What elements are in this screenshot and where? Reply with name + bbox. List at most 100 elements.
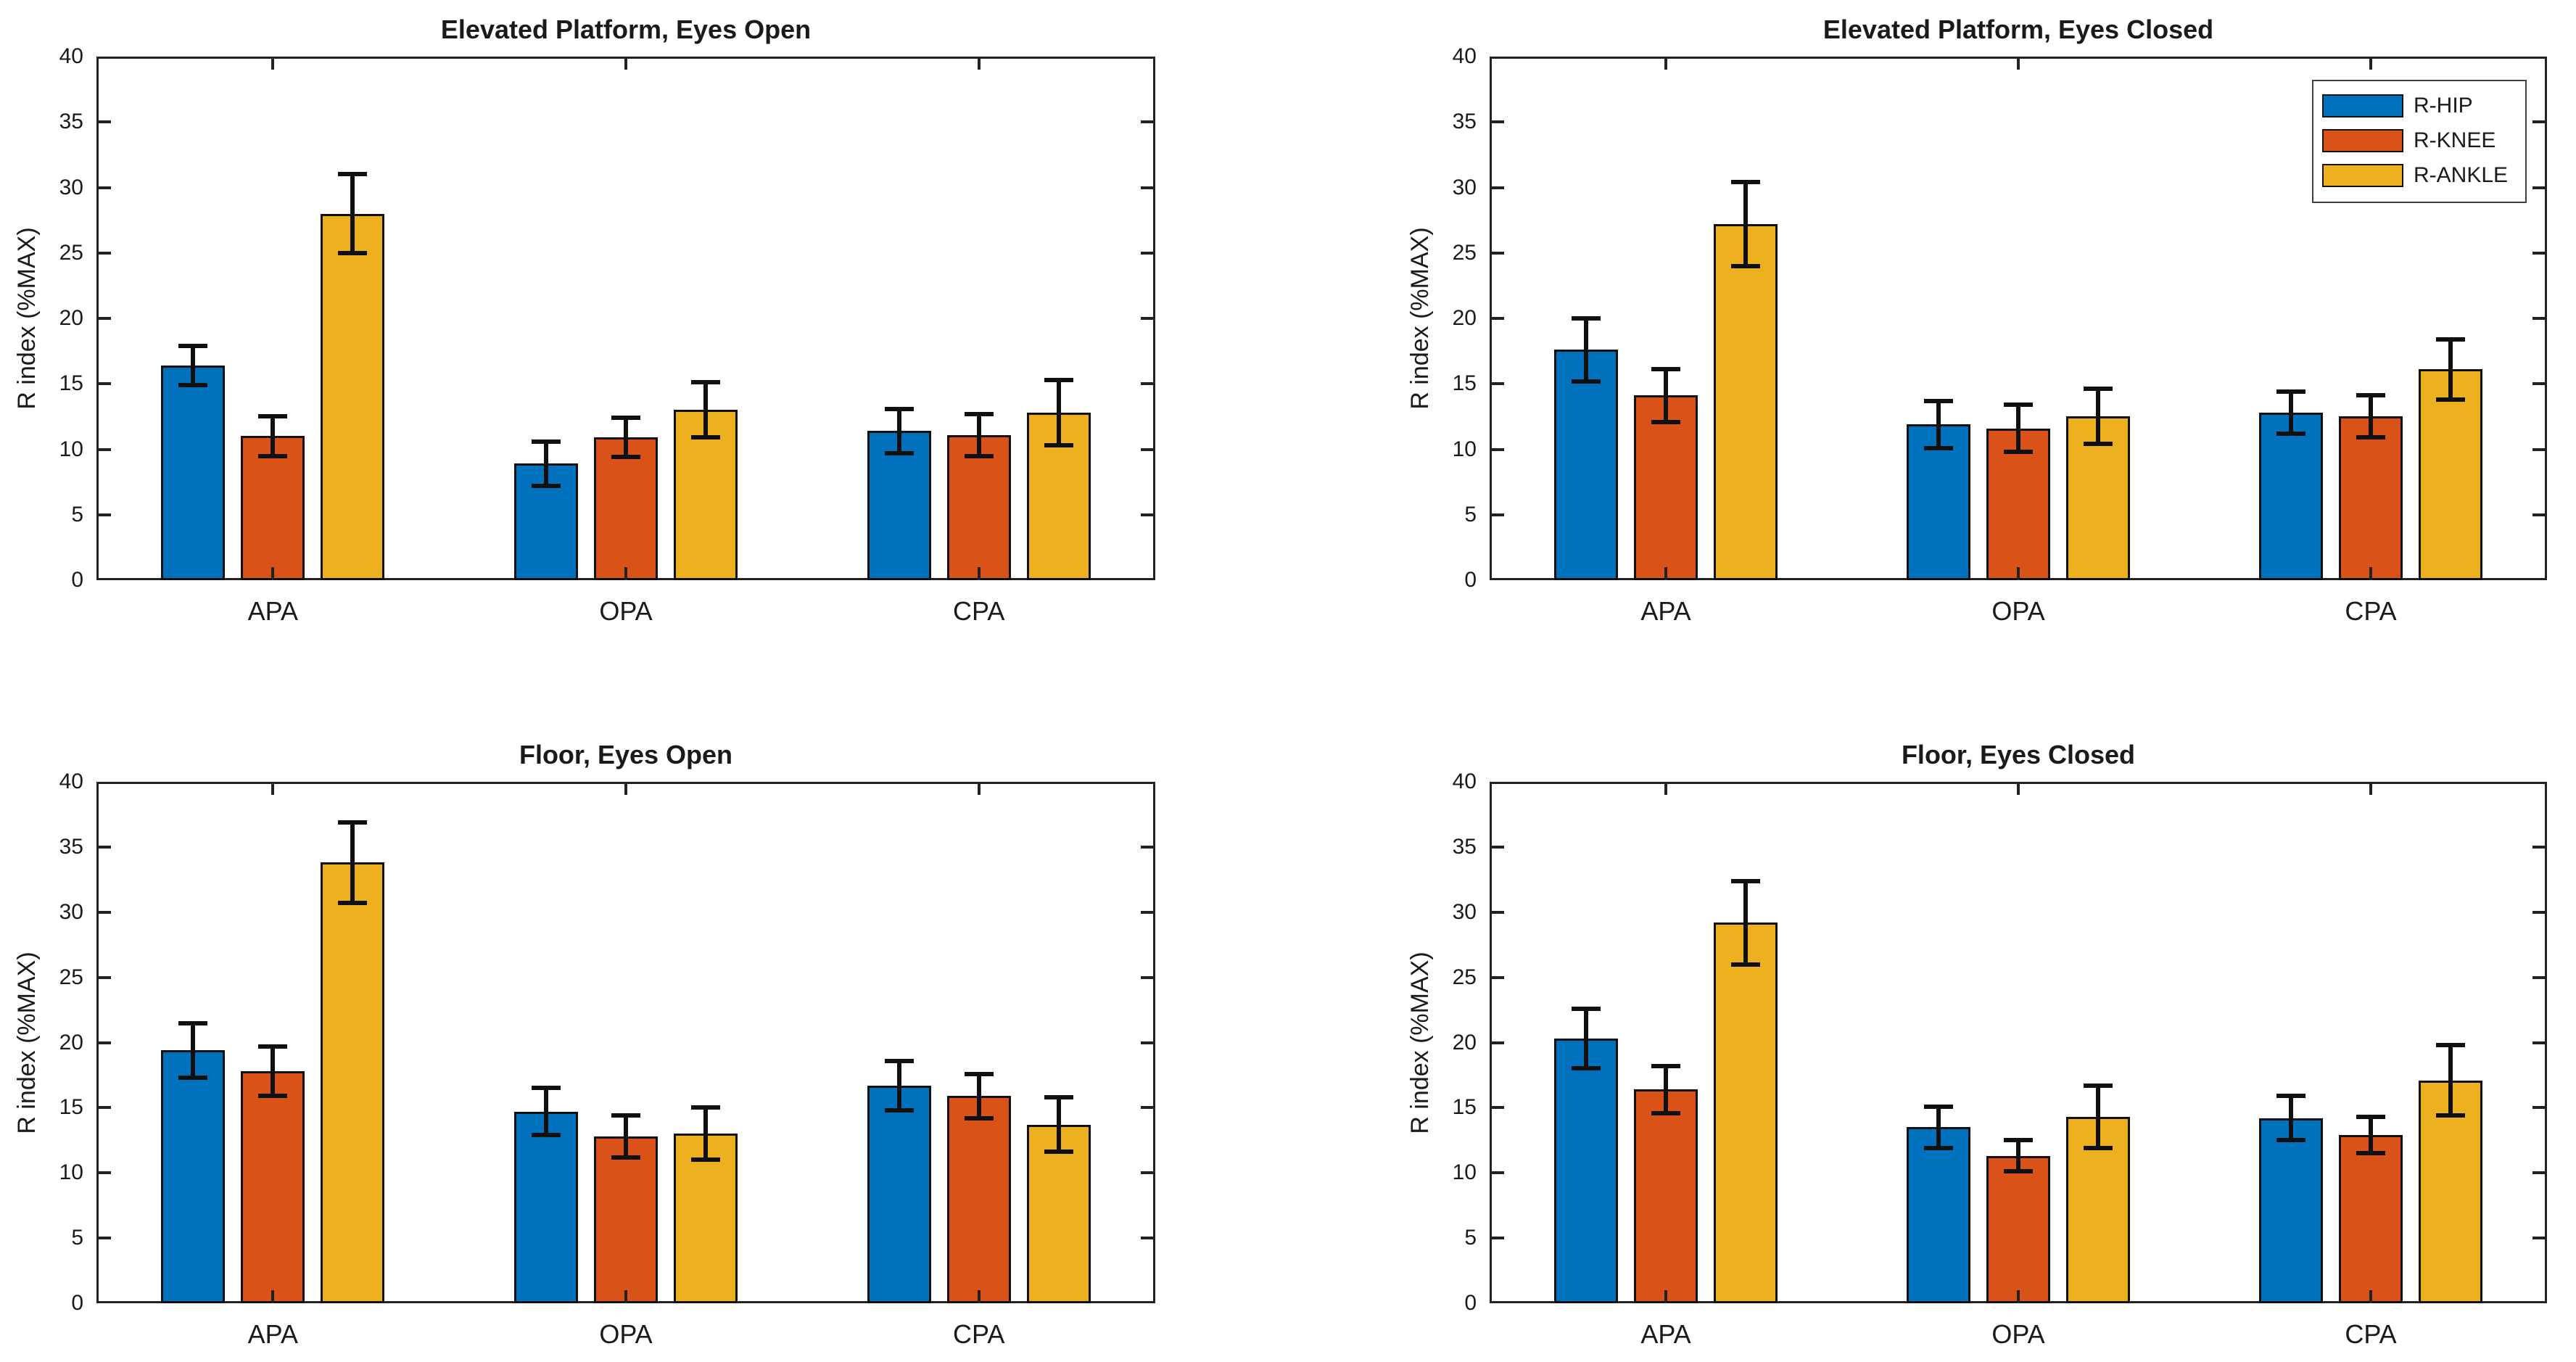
error-bar-cap-bottom xyxy=(2276,432,2305,436)
y-tick-label: 40 xyxy=(1452,769,1477,793)
y-tick-label: 20 xyxy=(1452,306,1477,330)
y-tick-label: 40 xyxy=(59,44,83,68)
bar-r-hip-apa xyxy=(1554,1039,1618,1303)
y-tick-label: 0 xyxy=(71,1291,83,1315)
error-bar xyxy=(544,1088,548,1135)
error-bar xyxy=(2448,339,2453,400)
error-bar-cap-top xyxy=(1572,316,1601,321)
error-bar-cap-top xyxy=(884,1059,914,1063)
y-tick-label: 30 xyxy=(1452,899,1477,924)
y-tick-mark xyxy=(2532,120,2547,124)
y-axis-label: R index (%MAX) xyxy=(13,951,41,1134)
y-tick-mark xyxy=(2532,317,2547,320)
error-bar-cap-top xyxy=(964,1072,994,1076)
y-tick-mark xyxy=(2532,1041,2547,1044)
y-tick-mark xyxy=(2532,975,2547,979)
error-bar xyxy=(350,822,355,903)
y-tick-mark xyxy=(96,447,111,451)
x-category-label: OPA xyxy=(599,1319,653,1349)
error-bar-cap-top xyxy=(691,380,720,384)
error-bar xyxy=(976,1074,981,1118)
error-bar-cap-bottom xyxy=(611,1155,640,1160)
error-bar-cap-bottom xyxy=(2004,450,2033,454)
x-category-label: CPA xyxy=(2345,596,2397,626)
error-bar-cap-top xyxy=(1924,399,1953,403)
error-bar xyxy=(624,418,628,457)
error-bar-cap-top xyxy=(1044,1095,1073,1099)
error-bar xyxy=(2016,1140,2020,1171)
y-tick-mark xyxy=(1490,513,1504,516)
bar-r-hip-apa xyxy=(161,1050,226,1303)
error-bar-cap-bottom xyxy=(2436,397,2465,402)
y-tick-mark xyxy=(1490,120,1504,124)
x-category-label: APA xyxy=(1640,1319,1691,1349)
error-bar-cap-bottom xyxy=(611,455,640,459)
y-tick-label: 0 xyxy=(1464,1291,1477,1315)
legend-swatch-r-ankle xyxy=(2322,164,2403,187)
error-bar-cap-top xyxy=(1924,1105,1953,1109)
bar-r-knee-cpa xyxy=(2339,416,2403,580)
x-tick-mark xyxy=(2369,57,2372,70)
error-bar xyxy=(1584,318,1588,381)
error-bar-cap-bottom xyxy=(2084,1146,2113,1150)
error-bar-cap-top xyxy=(1651,1064,1680,1068)
y-tick-mark xyxy=(1141,447,1155,451)
error-bar-cap-top xyxy=(964,412,994,416)
bar-r-knee-apa xyxy=(1634,1089,1698,1303)
error-bar-cap-bottom xyxy=(178,1076,208,1080)
y-tick-mark xyxy=(96,513,111,516)
legend-box: R-HIP R-KNEE R-ANKLE xyxy=(2312,80,2527,203)
error-bar-cap-bottom xyxy=(1572,379,1601,384)
y-tick-label: 35 xyxy=(1452,110,1477,134)
y-axis-label: R index (%MAX) xyxy=(13,227,41,410)
y-tick-mark xyxy=(96,186,111,189)
y-tick-label: 5 xyxy=(1464,502,1477,527)
error-bar-cap-bottom xyxy=(1924,446,1953,450)
y-tick-mark xyxy=(1141,1041,1155,1044)
y-tick-label: 20 xyxy=(59,306,83,330)
error-bar-cap-top xyxy=(2356,393,2385,397)
error-bar xyxy=(1056,1097,1061,1152)
x-tick-mark xyxy=(2369,782,2372,795)
error-bar xyxy=(1664,1066,1668,1113)
error-bar-cap-top xyxy=(2276,389,2305,394)
x-tick-mark xyxy=(624,1290,627,1303)
error-bar-cap-top xyxy=(2004,403,2033,407)
bar-r-hip-cpa xyxy=(2259,413,2323,580)
y-tick-label: 40 xyxy=(1452,44,1477,68)
y-tick-label: 15 xyxy=(1452,1095,1477,1120)
error-bar-cap-top xyxy=(258,1044,288,1049)
error-bar-cap-bottom xyxy=(964,454,994,458)
legend-label: R-HIP xyxy=(2414,94,2473,117)
bar-r-ankle-opa xyxy=(2066,416,2130,580)
x-tick-mark xyxy=(271,782,275,795)
chart-title: Elevated Platform, Eyes Open xyxy=(440,15,812,44)
legend-row: R-KNEE xyxy=(2313,123,2525,158)
bar-r-hip-opa xyxy=(1907,1127,1970,1303)
x-tick-mark xyxy=(2017,57,2020,70)
bar-r-knee-opa xyxy=(1986,429,2050,580)
bar-r-ankle-opa xyxy=(674,410,738,580)
y-tick-mark xyxy=(2532,513,2547,516)
error-bar-cap-bottom xyxy=(884,1108,914,1113)
error-bar-cap-bottom xyxy=(532,484,561,488)
error-bar xyxy=(703,382,708,437)
y-tick-label: 10 xyxy=(1452,437,1477,461)
error-bar-cap-top xyxy=(178,1021,208,1025)
x-tick-mark xyxy=(1664,782,1667,795)
y-tick-mark xyxy=(1141,910,1155,914)
y-tick-label: 35 xyxy=(59,834,83,859)
x-tick-mark xyxy=(2017,782,2020,795)
error-bar xyxy=(1743,881,1748,965)
error-bar-cap-top xyxy=(178,344,208,348)
y-tick-mark xyxy=(96,910,111,914)
y-tick-label: 20 xyxy=(1452,1030,1477,1054)
error-bar xyxy=(2369,1117,2373,1153)
subplot-floor-eyes-open: Floor, Eyes Open R index (%MAX) 0 5 10 15 20 25… xyxy=(13,740,1155,1349)
x-tick-mark xyxy=(977,1290,981,1303)
error-bar xyxy=(2096,389,2100,444)
y-tick-mark xyxy=(2532,1171,2547,1175)
y-tick-mark xyxy=(1490,1171,1504,1175)
error-bar-cap-bottom xyxy=(1731,962,1760,967)
bar-r-knee-opa xyxy=(1986,1156,2050,1303)
